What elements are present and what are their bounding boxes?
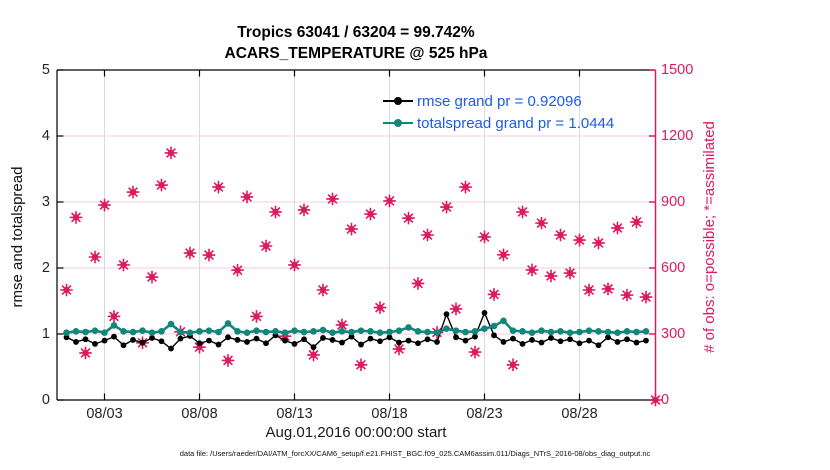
left-axis-tick-label: 5 <box>41 62 50 78</box>
x-axis-tick-label: 08/28 <box>561 406 598 422</box>
left-axis-tick-label: 1 <box>41 326 50 342</box>
x-axis-tick-label: 08/23 <box>466 406 503 422</box>
left-axis-tick-label: 4 <box>41 128 50 144</box>
rmse-line-swatch <box>383 96 413 106</box>
totalspread-marker-icon <box>394 119 402 127</box>
left-axis-tick-label: 2 <box>41 260 50 276</box>
right-axis-tick-label: 0 <box>661 392 670 408</box>
x-axis-tick-label: 08/03 <box>86 406 123 422</box>
x-axis-tick-label: 08/13 <box>276 406 313 422</box>
right-axis-tick-label: 300 <box>661 326 686 342</box>
right-axis-tick-label: 1200 <box>661 128 694 144</box>
rmse-marker-icon <box>394 97 402 105</box>
right-axis-tick-label: 900 <box>661 194 686 210</box>
right-axis-tick-label: 600 <box>661 260 686 276</box>
left-axis-tick-label: 0 <box>41 392 50 408</box>
data-file-path: data file: /Users/raeder/DAI/ATM_forcXX/… <box>179 449 651 458</box>
legend: rmse grand pr = 0.92096 totalspread gran… <box>383 90 614 134</box>
x-axis-tick-label: 08/08 <box>181 406 218 422</box>
legend-label-totalspread: totalspread grand pr = 1.0444 <box>417 114 615 132</box>
x-axis-label: Aug.01,2016 00:00:00 start <box>265 424 447 441</box>
legend-item-totalspread: totalspread grand pr = 1.0444 <box>383 112 614 134</box>
legend-item-rmse: rmse grand pr = 0.92096 <box>383 90 614 112</box>
legend-label-rmse: rmse grand pr = 0.92096 <box>417 92 582 110</box>
right-axis-tick-label: 1500 <box>661 62 694 78</box>
chart-title-ratio: Tropics 63041 / 63204 = 99.742% <box>237 24 475 41</box>
left-axis-tick-label: 3 <box>41 194 50 210</box>
totalspread-line-swatch <box>383 118 413 128</box>
x-axis-tick-label: 08/18 <box>371 406 408 422</box>
chart-title-variable: ACARS_TEMPERATURE @ 525 hPa <box>224 45 488 62</box>
